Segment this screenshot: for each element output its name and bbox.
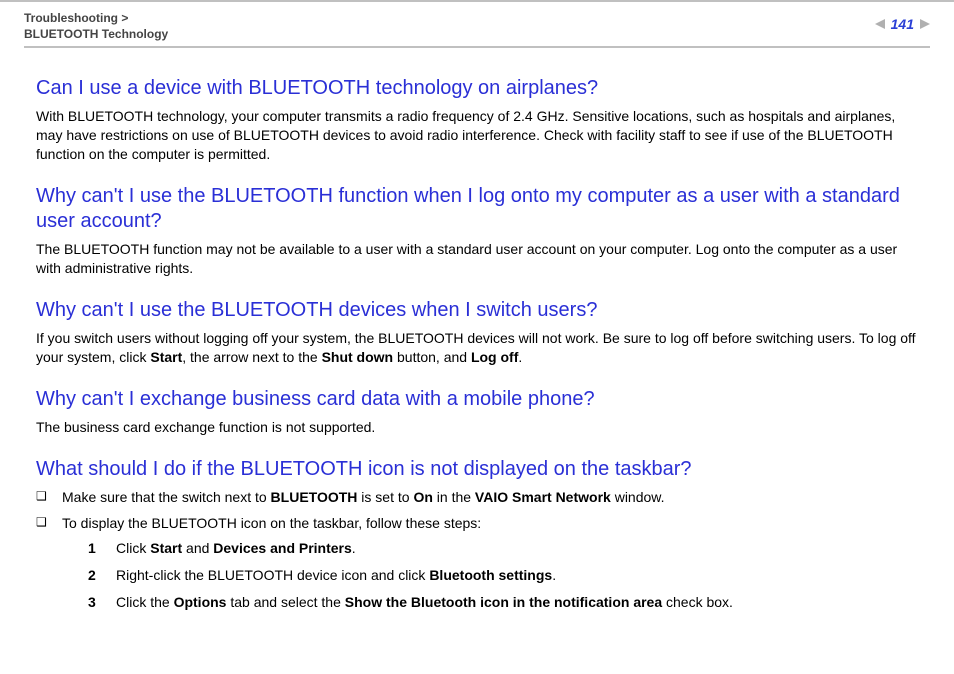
section-heading: Why can't I use the BLUETOOTH function w… [36,184,918,234]
next-page-icon[interactable] [920,19,930,29]
step-list: 1 Click Start and Devices and Printers. … [62,539,918,612]
page-root: Troubleshooting > BLUETOOTH Technology 1… [0,0,954,674]
bullet-list: Make sure that the switch next to BLUETO… [36,488,918,612]
section-body: With BLUETOOTH technology, your computer… [36,107,918,164]
breadcrumb: Troubleshooting > BLUETOOTH Technology [24,10,168,42]
page-number: 141 [891,16,914,32]
section-switch-users: Why can't I use the BLUETOOTH devices wh… [36,298,918,367]
content-area: Can I use a device with BLUETOOTH techno… [0,48,954,652]
section-standard-user: Why can't I use the BLUETOOTH function w… [36,184,918,278]
section-heading: What should I do if the BLUETOOTH icon i… [36,457,918,482]
section-taskbar-icon: What should I do if the BLUETOOTH icon i… [36,457,918,612]
bullet-item: Make sure that the switch next to BLUETO… [62,488,918,507]
section-heading: Why can't I use the BLUETOOTH devices wh… [36,298,918,323]
breadcrumb-line1: Troubleshooting > [24,11,128,25]
step-item: 1 Click Start and Devices and Printers. [116,539,918,558]
step-item: 2 Right-click the BLUETOOTH device icon … [116,566,918,585]
section-heading: Can I use a device with BLUETOOTH techno… [36,76,918,101]
section-airplanes: Can I use a device with BLUETOOTH techno… [36,76,918,164]
section-body: If you switch users without logging off … [36,329,918,367]
bullet-item: To display the BLUETOOTH icon on the tas… [62,514,918,612]
section-body: The business card exchange function is n… [36,418,918,437]
page-header: Troubleshooting > BLUETOOTH Technology 1… [0,0,954,46]
prev-page-icon[interactable] [875,19,885,29]
section-body: The BLUETOOTH function may not be availa… [36,240,918,278]
section-business-card: Why can't I exchange business card data … [36,387,918,437]
section-heading: Why can't I exchange business card data … [36,387,918,412]
step-item: 3 Click the Options tab and select the S… [116,593,918,612]
breadcrumb-line2: BLUETOOTH Technology [24,27,168,41]
page-nav: 141 [875,16,930,32]
